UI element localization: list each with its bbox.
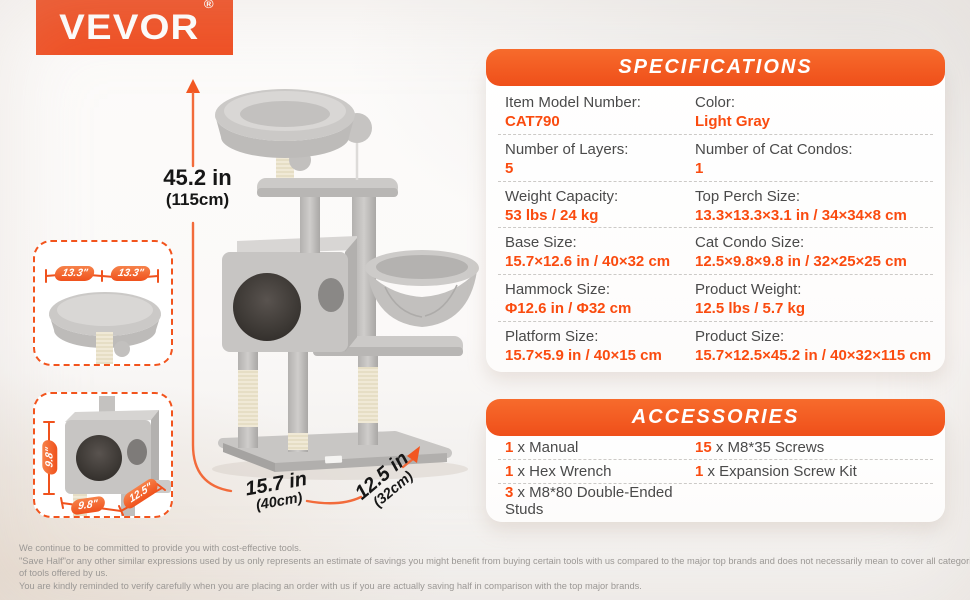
accessory-row: 3 x M8*80 Double-Ended Studs xyxy=(498,484,933,518)
upper-post xyxy=(300,193,320,253)
height-cm: (115cm) xyxy=(165,190,230,209)
condo-detail-callout: 9.8" 9.8" 12.5" xyxy=(33,392,173,518)
spec-row: Item Model Number: CAT790 Color: Light Gra… xyxy=(498,88,933,135)
spec-value: Light Gray xyxy=(695,113,771,130)
spec-row: Base Size: 15.7×12.6 in / 40×32 cm Cat Co… xyxy=(498,228,933,276)
spec-label: Product Weight: xyxy=(695,281,802,299)
spec-cell: Base Size: 15.7×12.6 in / 40×32 cm xyxy=(505,233,695,274)
spec-label: Product Size: xyxy=(695,328,785,346)
specifications-title: SPECIFICATIONS xyxy=(618,56,813,78)
perch-detail-callout: 13.3" 13.3" xyxy=(33,240,173,366)
spec-cell: Product Weight: 12.5 lbs / 5.7 kg xyxy=(695,280,933,321)
accessories-banner: ACCESSORIES xyxy=(486,399,945,436)
disclaimer-line: of tools offered by us. xyxy=(19,568,108,579)
spec-cell: Product Size: 15.7×12.5×45.2 in / 40×32×1… xyxy=(695,327,933,368)
spec-cell: Number of Layers: 5 xyxy=(505,140,695,181)
accessory-name: x Manual xyxy=(513,439,579,456)
condo-dimension-label: 9.8" xyxy=(42,439,58,476)
vevor-logo: VEVOR® xyxy=(36,0,233,55)
spec-row: Hammock Size: Φ12.6 in / Φ32 cm Product W… xyxy=(498,275,933,323)
spec-label: Color: xyxy=(695,94,736,111)
spec-label: Weight Capacity: xyxy=(505,187,619,205)
base-platform xyxy=(218,431,452,472)
spec-value: 13.3×13.3×3.1 in / 34×34×8 cm xyxy=(695,206,907,224)
top-perch xyxy=(215,89,355,158)
scratching-posts xyxy=(238,345,378,452)
disclaimer-line: "Save Half"or any other similar expressi… xyxy=(19,555,970,566)
spec-row: Weight Capacity: 53 lbs / 24 kg Top Perch… xyxy=(498,182,933,229)
spec-label: Top Perch Size: xyxy=(695,187,801,205)
height-inches: 45.2 in xyxy=(163,165,232,190)
spec-label: Number of Layers: xyxy=(505,140,629,158)
accessory-name: x M8*80 Double-Ended Studs xyxy=(505,484,673,518)
spec-cell: Item Model Number: CAT790 xyxy=(505,93,695,134)
dimension-lines xyxy=(186,79,420,505)
accessory-qty: 3 xyxy=(505,484,514,501)
spec-value: 1 xyxy=(695,159,704,177)
accessory-name: x M8*35 Screws xyxy=(711,439,825,456)
middle-platform xyxy=(257,178,398,197)
perch-dimension-label: 13.3" xyxy=(109,266,153,281)
spec-table: Item Model Number: CAT790 Color: Light Gra… xyxy=(498,88,933,368)
perch-dimension-label: 13.3" xyxy=(53,266,97,281)
accessory-qty: 1 xyxy=(505,463,514,480)
spec-cell: Number of Cat Condos: 1 xyxy=(695,140,933,181)
spec-value: CAT790 xyxy=(505,113,560,130)
accessory-item: 1 x Manual xyxy=(505,439,695,456)
spec-cell: Hammock Size: Φ12.6 in / Φ32 cm xyxy=(505,280,695,321)
disclaimer-text: We continue to be committed to provide y… xyxy=(19,542,970,592)
spec-value: 15.7×5.9 in / 40×15 cm xyxy=(505,347,662,365)
vevor-logo-text: VEVOR® xyxy=(59,0,213,45)
specifications-banner: SPECIFICATIONS xyxy=(486,49,945,86)
spec-value: 53 lbs / 24 kg xyxy=(505,206,599,224)
spec-label: Base Size: xyxy=(505,234,577,252)
spec-label: Cat Condo Size: xyxy=(695,234,805,252)
spec-label: Hammock Size: xyxy=(505,281,611,299)
spec-cell: Platform Size: 15.7×5.9 in / 40×15 cm xyxy=(505,327,695,368)
accessories-list: 1 x Manual 15 x M8*35 Screws 1 x Hex Wre… xyxy=(498,436,933,518)
spec-value: 12.5 lbs / 5.7 kg xyxy=(695,300,806,318)
accessory-item: 1 x Expansion Screw Kit xyxy=(695,463,933,480)
spec-value: 15.7×12.5×45.2 in / 40×32×115 cm xyxy=(695,347,932,365)
spec-cell: Cat Condo Size: 12.5×9.8×9.8 in / 32×25×2… xyxy=(695,233,933,274)
spec-cell: Weight Capacity: 53 lbs / 24 kg xyxy=(505,187,695,228)
disclaimer-line: We continue to be committed to provide y… xyxy=(19,543,302,553)
accessory-qty: 15 xyxy=(695,439,712,456)
cat-tree-image xyxy=(186,79,479,505)
spec-row: Number of Layers: 5 Number of Cat Condos:… xyxy=(498,135,933,182)
accessory-row: 1 x Manual 15 x M8*35 Screws xyxy=(498,436,933,460)
spec-row: Platform Size: 15.7×5.9 in / 40×15 cm Pro… xyxy=(498,322,933,368)
accessory-row: 1 x Hex Wrench 1 x Expansion Screw Kit xyxy=(498,460,933,484)
accessory-name: x Hex Wrench xyxy=(513,463,612,480)
accessory-name: x Expansion Screw Kit xyxy=(703,463,857,480)
spec-label: Item Model Number: xyxy=(505,94,641,111)
spec-value: 5 xyxy=(505,159,514,177)
specifications-card: Item Model Number: CAT790 Color: Light Gra… xyxy=(486,62,945,372)
accessory-item: 3 x M8*80 Double-Ended Studs xyxy=(505,484,695,518)
spec-cell: Color: Light Gray xyxy=(695,93,933,134)
registered-trademark-mark: ® xyxy=(203,0,215,11)
accessory-item: 1 x Hex Wrench xyxy=(505,463,695,480)
cat-condo xyxy=(222,236,357,352)
height-dimension-label: 45.2 in (115cm) xyxy=(140,165,255,210)
spec-label: Platform Size: xyxy=(505,328,599,346)
disclaimer-line: You are kindly reminded to verify carefu… xyxy=(19,580,642,591)
hammock xyxy=(365,250,479,327)
accessories-title: ACCESSORIES xyxy=(631,406,800,428)
accessory-qty: 1 xyxy=(695,463,704,480)
accessory-item: 15 x M8*35 Screws xyxy=(695,439,933,456)
accessory-qty: 1 xyxy=(505,439,514,456)
spec-label: Number of Cat Condos: xyxy=(695,140,853,158)
spec-value: Φ12.6 in / Φ32 cm xyxy=(505,300,632,318)
spec-cell: Top Perch Size: 13.3×13.3×3.1 in / 34×34×… xyxy=(695,187,933,228)
spec-value: 12.5×9.8×9.8 in / 32×25×25 cm xyxy=(695,253,907,271)
spec-value: 15.7×12.6 in / 40×32 cm xyxy=(505,253,671,271)
